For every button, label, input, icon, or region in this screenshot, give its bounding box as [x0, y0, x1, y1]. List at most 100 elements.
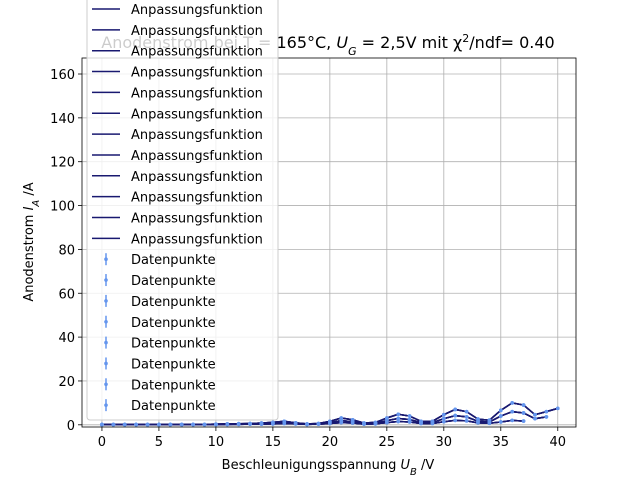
- fit-line: [101, 419, 524, 426]
- data-point: [555, 406, 560, 411]
- data-point: [236, 422, 241, 427]
- data-point: [373, 422, 378, 426]
- title-part: U: [336, 33, 348, 52]
- data-point: [396, 416, 401, 421]
- x-tick-label: 10: [208, 435, 225, 450]
- data-point: [271, 422, 275, 426]
- data-point: [293, 422, 298, 426]
- label-part: Anodenstrom: [22, 210, 37, 301]
- legend-label: Datenpunkte: [131, 316, 216, 331]
- data-point: [430, 421, 435, 426]
- data-point: [453, 407, 458, 412]
- y-tick-label: 120: [50, 156, 75, 171]
- data-point: [419, 421, 423, 426]
- legend-label: Anpassungsfunktion: [131, 45, 263, 60]
- legend-label: Anpassungsfunktion: [131, 149, 263, 164]
- legend: Anpassungsfunktion Anpassungsfunktion Anpa…: [86, 0, 279, 421]
- y-tick-label: 40: [58, 331, 75, 346]
- data-point: [100, 422, 104, 427]
- data-point: [316, 422, 321, 426]
- label-part: A: [31, 200, 42, 208]
- data-point: [134, 422, 138, 427]
- data-point: [498, 414, 503, 418]
- data-point: [510, 418, 514, 423]
- label-part: I: [22, 206, 37, 210]
- data-point: [498, 408, 503, 413]
- data-point: [191, 422, 195, 427]
- data-point: [521, 403, 526, 407]
- data-point: [442, 412, 446, 417]
- legend-marker: [104, 319, 108, 324]
- data-point: [259, 422, 264, 426]
- data-point: [385, 416, 389, 420]
- data-point: [328, 421, 332, 426]
- legend-label: Datenpunkte: [131, 357, 216, 372]
- legend-label: Datenpunkte: [131, 399, 216, 414]
- legend-label: Anpassungsfunktion: [131, 232, 263, 247]
- y-tick-label: 160: [50, 68, 75, 83]
- x-tick-label: 35: [493, 435, 510, 450]
- data-point: [407, 420, 412, 424]
- legend-label: Anpassungsfunktion: [131, 212, 263, 227]
- data-point: [533, 416, 537, 421]
- legend-label: Datenpunkte: [131, 295, 216, 310]
- axes-frame: [81, 57, 577, 428]
- legend-marker: [104, 403, 108, 407]
- data-point: [521, 411, 526, 415]
- data-point: [453, 413, 458, 418]
- y-tick-label: 140: [50, 112, 75, 127]
- data-point: [510, 401, 514, 405]
- legend-box: [86, 0, 279, 421]
- legend-label: Anpassungsfunktion: [131, 24, 263, 39]
- y-tick-label: 60: [58, 287, 75, 302]
- data-point: [476, 421, 480, 425]
- x-tick-label: 40: [549, 435, 566, 450]
- legend-label: Datenpunkte: [131, 378, 216, 393]
- title-part: /ndf= 0.40: [469, 33, 554, 52]
- data-point: [179, 422, 184, 427]
- data-point: [122, 422, 127, 427]
- label-part: B: [410, 467, 417, 478]
- x-tick-label: 20: [322, 435, 339, 450]
- label-part: /V: [417, 458, 435, 473]
- label-part: Beschleunigungsspannung: [222, 458, 401, 473]
- data-point: [464, 409, 469, 414]
- title-part: = 2,5V mit χ: [357, 33, 463, 52]
- data-point: [202, 422, 207, 427]
- legend-marker: [104, 340, 108, 345]
- data-point: [225, 422, 230, 427]
- legend-label: Anpassungsfunktion: [131, 3, 263, 18]
- data-point: [157, 422, 161, 427]
- data-point: [385, 420, 389, 425]
- data-point: [305, 422, 309, 427]
- data-point: [145, 422, 150, 427]
- legend-label: Anpassungsfunktion: [131, 107, 263, 122]
- legend-marker: [104, 382, 108, 387]
- legend-label: Anpassungsfunktion: [131, 191, 263, 206]
- y-tick-label: 20: [58, 375, 75, 390]
- data-point: [498, 420, 503, 424]
- title-part: 2: [462, 32, 469, 45]
- data-point: [521, 419, 526, 423]
- data-point: [464, 415, 469, 419]
- data-point: [487, 421, 492, 426]
- legend-label: Anpassungsfunktion: [131, 86, 263, 101]
- x-tick-label: 30: [436, 435, 453, 450]
- legend-marker: [104, 361, 108, 366]
- data-point: [282, 421, 287, 426]
- legend-label: Datenpunkte: [131, 337, 216, 352]
- data-point: [339, 420, 344, 425]
- data-point: [111, 422, 116, 427]
- x-tick-label: 15: [265, 435, 282, 450]
- x-tick-label: 25: [379, 435, 396, 450]
- data-point: [214, 422, 218, 427]
- data-point: [544, 415, 549, 419]
- y-tick-label: 0: [67, 419, 75, 434]
- legend-marker: [104, 299, 108, 303]
- legend-marker: [104, 278, 108, 282]
- plot-area: [82, 58, 576, 427]
- legend-marker: [104, 257, 108, 262]
- data-point: [442, 416, 446, 421]
- legend-label: Anpassungsfunktion: [131, 128, 263, 143]
- title-part: G: [348, 45, 357, 58]
